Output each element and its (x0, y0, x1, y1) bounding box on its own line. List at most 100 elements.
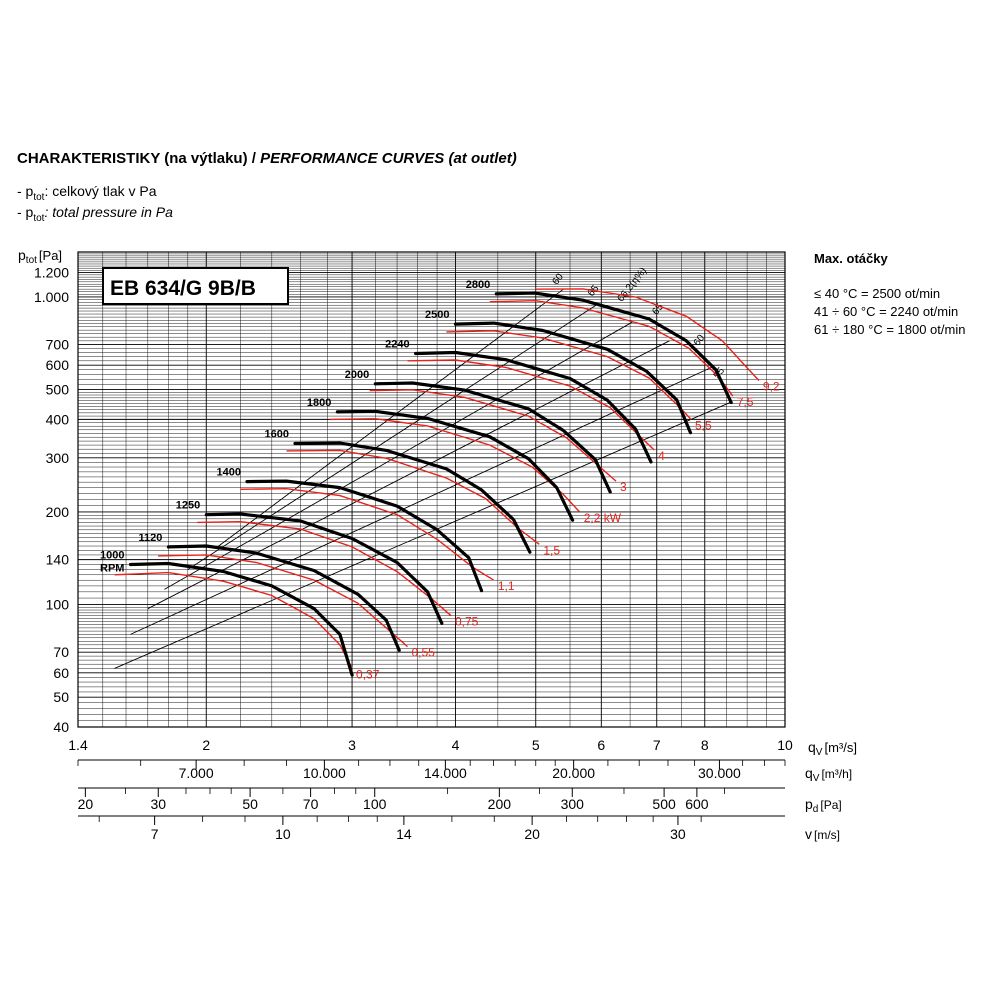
speed-curves: 1000 1120 1250 1400 1600 1800 2000 2240 2500 2800… (100, 279, 733, 677)
rpm-unit-label: RPM (100, 562, 124, 574)
speed-curve (335, 409, 575, 522)
legend-english-text: : total pressure in Pa (44, 204, 173, 220)
max-speed-title: Max. otáčky (814, 251, 888, 266)
power-curve (114, 571, 353, 669)
speed-curve (453, 321, 693, 435)
power-curves: 0,37 0,55 0,75 1,1 1,5 2,2 kW 3 4 5,5 7,5 9,2 (114, 288, 780, 681)
secondary-tick-label: 14.000 (424, 765, 467, 781)
rpm-label: 2500 (425, 309, 449, 321)
secondary-tick-label: 20 (524, 826, 540, 842)
y-axis-label: ptot [Pa] (18, 247, 62, 266)
y-tick-label: 500 (46, 382, 70, 398)
speed-curve (245, 479, 484, 593)
secondary-tick-label: 7.000 (179, 765, 214, 781)
y-tick-label: 200 (46, 504, 70, 520)
secondary-tick-label: 20 (78, 796, 94, 812)
y-tick-label: 700 (46, 337, 70, 353)
plot-frame (77, 251, 786, 728)
legend-english: - ptot: total pressure in Pa (17, 204, 173, 224)
legend-symbol-sub: tot (33, 191, 45, 203)
x-tick-label: 10 (777, 737, 793, 753)
secondary-axis-v_ms: 7 10 14 20 30 v [m/s] (78, 815, 840, 842)
speed-curve (293, 441, 532, 554)
rpm-label: 1600 (265, 428, 289, 440)
y-axis-label-sub: tot (26, 255, 37, 266)
power-label: 9,2 (763, 380, 780, 394)
power-label: 1,1 (498, 579, 515, 593)
page-title: CHARAKTERISTIKY (na výtlaku) / PERFORMAN… (17, 150, 517, 167)
rpm-label: 1800 (307, 397, 331, 409)
rpm-label: 1000 (100, 549, 124, 561)
legend-symbol-sub: tot (33, 212, 45, 224)
power-curve (446, 330, 692, 420)
title-english: PERFORMANCE CURVES (at outlet) (260, 150, 517, 167)
secondary-axis-qv_m3h: 7.000 10.000 14.000 20.000 30.000 qV [m³/h] (77, 759, 852, 784)
x-tick-label: 3 (348, 737, 356, 753)
rpm-label: 1400 (217, 467, 241, 479)
secondary-tick-label: 200 (488, 796, 512, 812)
x-tick-label: 4 (452, 737, 460, 753)
power-curve (329, 417, 581, 513)
y-tick-label: 600 (46, 357, 70, 373)
secondary-axis-pd_pa: 20 30 50 70 100 200 300 500 600 pd [Pa] (78, 787, 842, 815)
model-label: EB 634/G 9B/B (110, 277, 256, 300)
x-axis-label-sub: V (816, 747, 823, 758)
power-label: 0,75 (455, 615, 479, 629)
secondary-tick-label: 70 (303, 796, 319, 812)
max-speed-line-1: ≤ 40 °C = 2500 ot/min (814, 286, 941, 301)
max-speed-line-2: 41 ÷ 60 °C = 2240 ot/min (814, 304, 959, 319)
y-axis-label-unit: [Pa] (39, 248, 62, 263)
x-axis-label-unit: [m³/s] (824, 740, 857, 755)
y-tick-label: 1.000 (34, 289, 69, 305)
legend-czech-text: : celkový tlak v Pa (44, 183, 157, 199)
speed-curve (204, 512, 444, 625)
secondary-axis-label: v [m/s] (805, 826, 840, 842)
secondary-tick-label: 600 (685, 796, 709, 812)
power-label: 4 (658, 449, 665, 463)
efficiency-line (130, 366, 712, 635)
power-curve (158, 554, 408, 648)
secondary-tick-label: 100 (363, 796, 387, 812)
power-curve (407, 359, 655, 451)
speed-curve (166, 544, 401, 652)
efficiency-label: 60 (550, 271, 566, 287)
power-label: 1,5 (543, 543, 560, 557)
secondary-tick-label: 30.000 (698, 765, 741, 781)
power-label: 2,2 kW (584, 511, 622, 525)
y-tick-label: 400 (46, 411, 70, 427)
rpm-label: 1250 (176, 500, 200, 512)
y-tick-label: 60 (53, 665, 69, 681)
x-tick-label: 1.4 (68, 737, 88, 753)
legend-symbol: - p (17, 183, 34, 199)
efficiency-line (114, 401, 731, 669)
power-label: 7,5 (737, 395, 754, 409)
secondary-tick-label: 300 (561, 796, 585, 812)
speed-curve (373, 381, 612, 494)
secondary-tick-label: 30 (670, 826, 686, 842)
x-tick-label: 5 (532, 737, 540, 753)
secondary-axis-label: qV [m³/h] (805, 765, 852, 784)
x-axis-label: qV [m³/s] (808, 739, 857, 758)
speed-curve (414, 350, 653, 464)
rpm-label: 2000 (345, 369, 369, 381)
rpm-label: 1120 (138, 532, 162, 544)
secondary-tick-label: 10.000 (303, 765, 346, 781)
secondary-tick-label: 500 (652, 796, 676, 812)
efficiency-line (187, 303, 599, 570)
secondary-tick-label: 30 (150, 796, 166, 812)
x-tick-label: 8 (701, 737, 709, 753)
rpm-label: 2240 (385, 338, 409, 350)
power-curve (535, 288, 760, 381)
y-tick-label: 100 (46, 597, 70, 613)
secondary-axis-label-sub: d (813, 804, 819, 815)
secondary-tick-label: 20.000 (552, 765, 595, 781)
secondary-axis-label-unit: [Pa] (820, 798, 841, 812)
power-label: 0,55 (411, 646, 435, 660)
x-tick-label: 6 (597, 737, 605, 753)
secondary-axis-label-unit: [m³/h] (821, 767, 852, 781)
grid (78, 251, 785, 728)
y-tick-label: 70 (53, 644, 69, 660)
secondary-tick-label: 7 (151, 826, 159, 842)
speed-curve (128, 561, 354, 677)
